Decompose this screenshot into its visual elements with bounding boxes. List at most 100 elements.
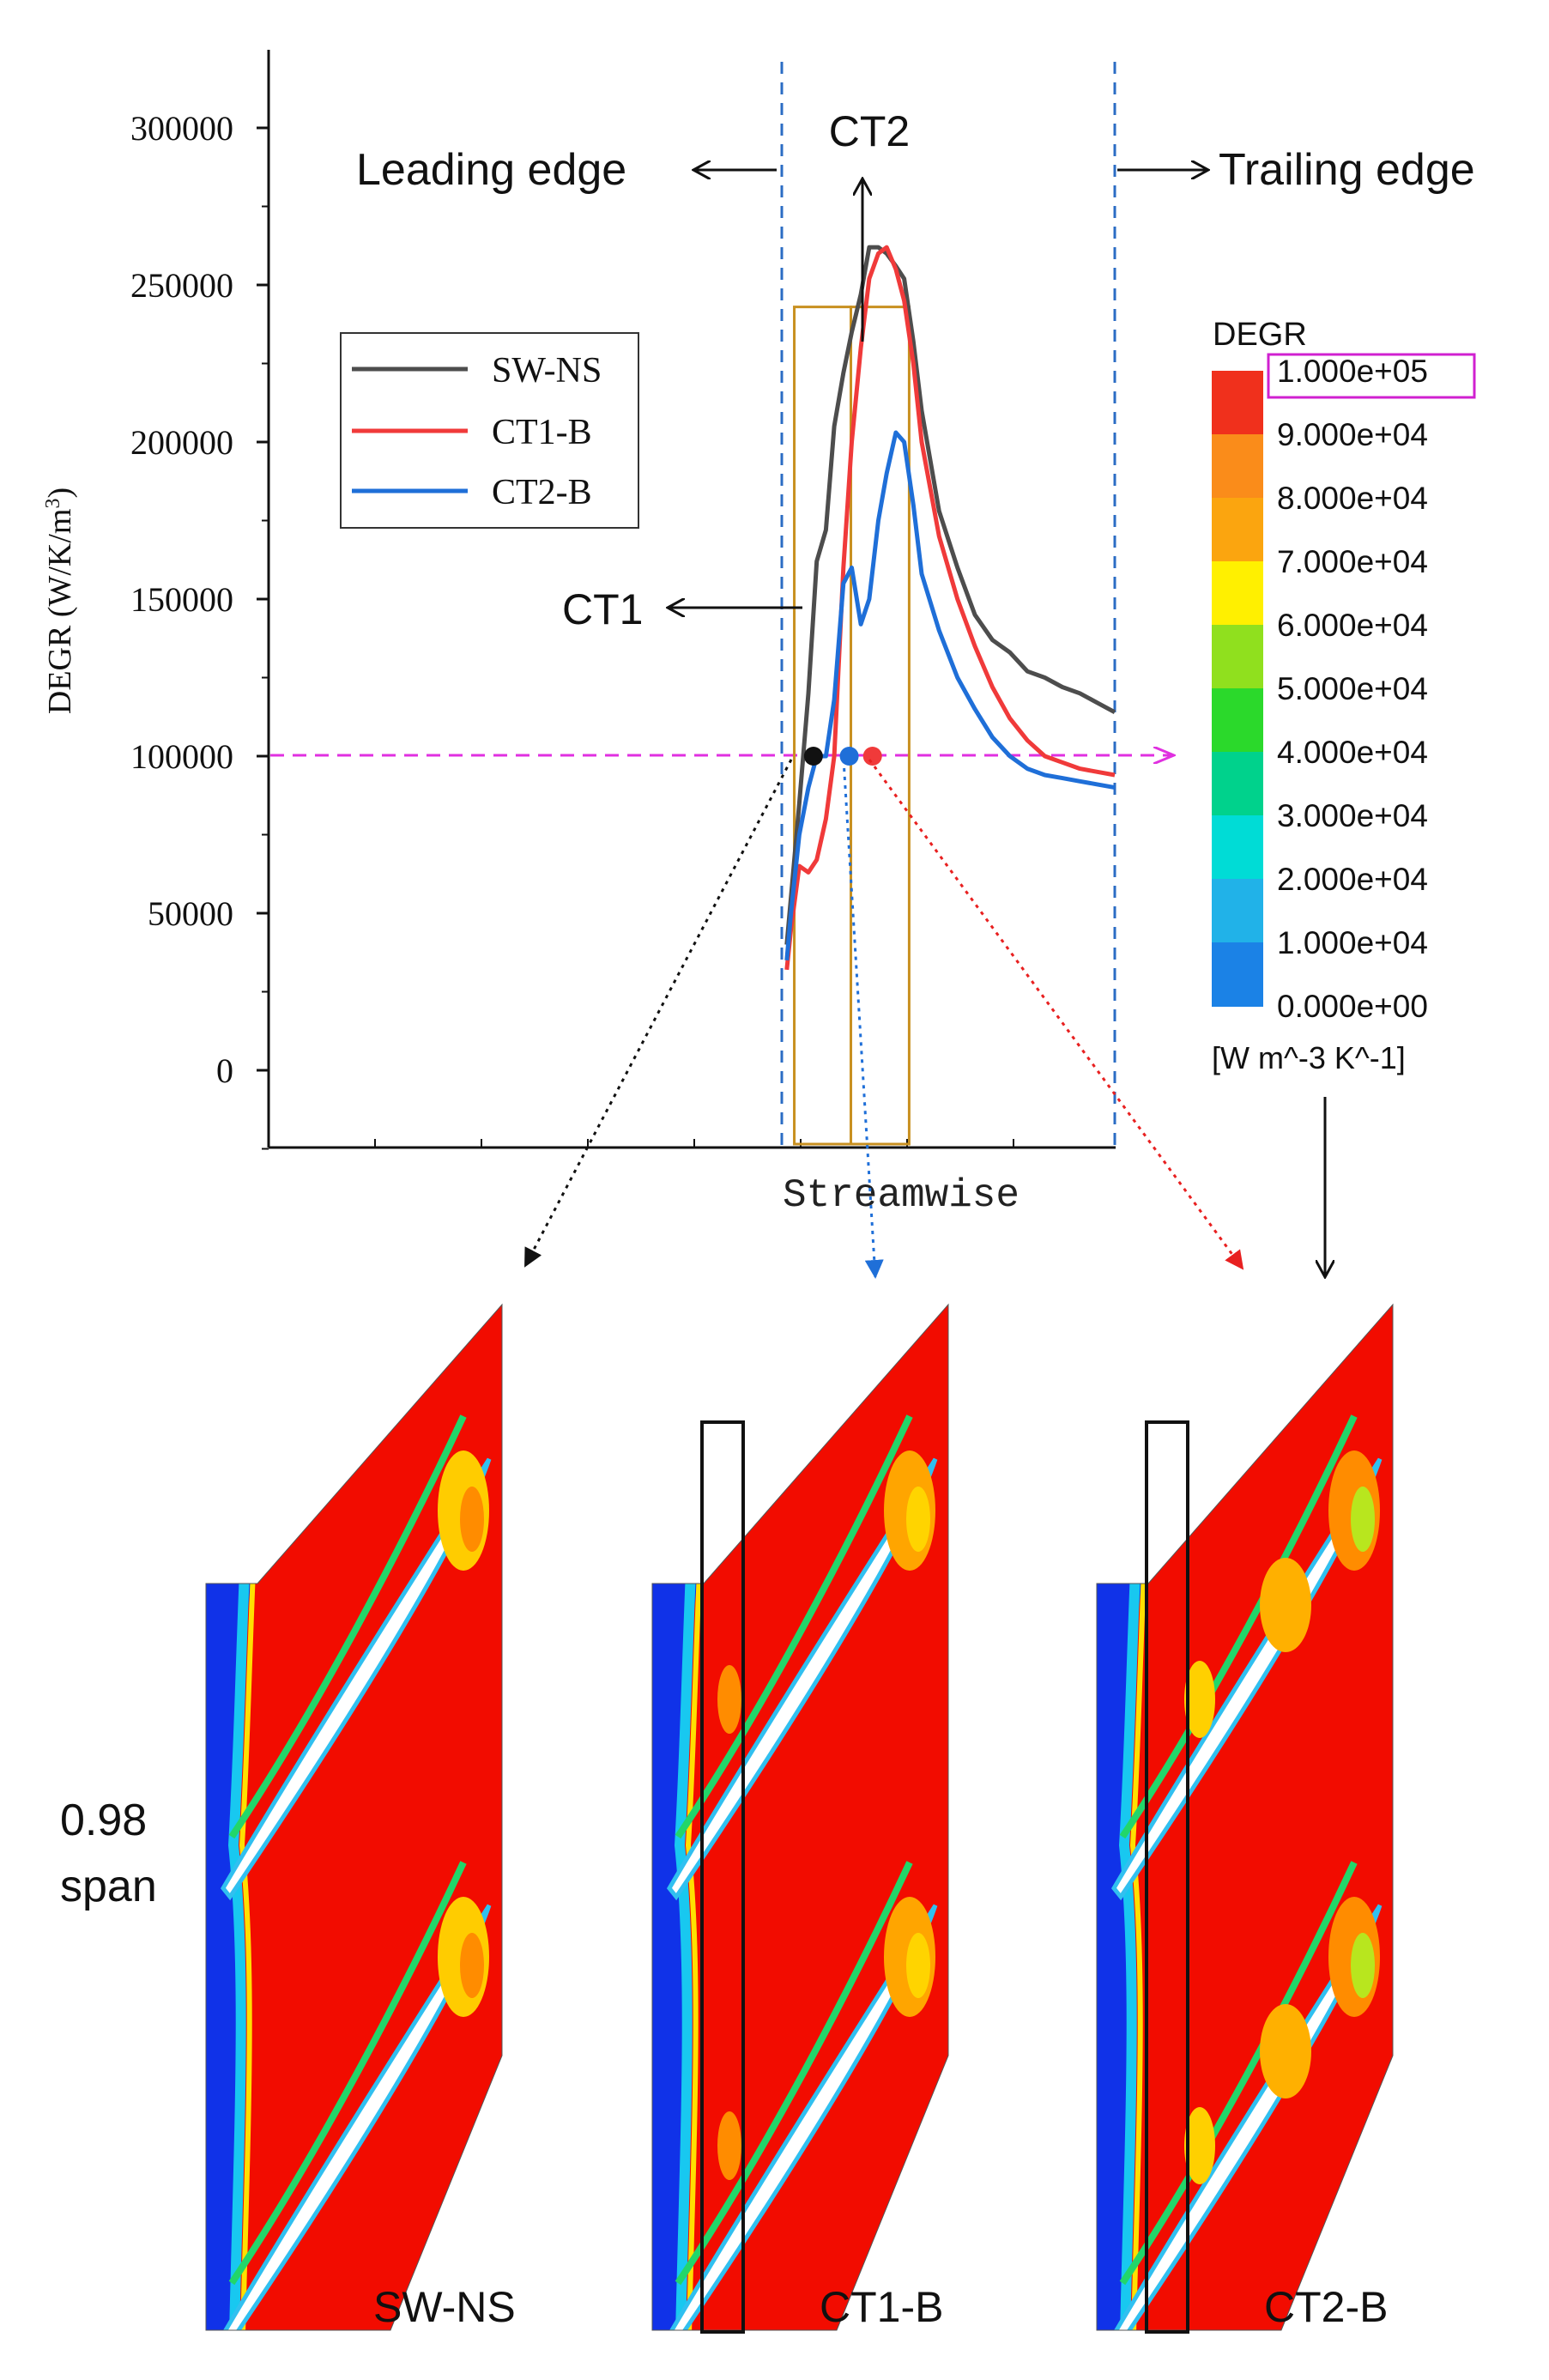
contour-highlight-box bbox=[1145, 1420, 1189, 2334]
colorbar-block bbox=[1212, 498, 1263, 562]
colorbar-label: 1.000e+04 bbox=[1277, 925, 1428, 960]
legend-label-ct2-b: CT2-B bbox=[492, 473, 592, 512]
colorbar-block bbox=[1212, 625, 1263, 689]
contour-wake-extra bbox=[1184, 1661, 1215, 1738]
blade bbox=[666, 1457, 938, 1901]
x-axis-label: Streamwise bbox=[783, 1173, 1020, 1218]
ct1-box bbox=[793, 306, 853, 1146]
colorbar-block bbox=[1212, 942, 1263, 1007]
contour-panel-sw-ns: SW-NS bbox=[205, 1303, 516, 2331]
colorbar-label: 9.000e+04 bbox=[1277, 417, 1428, 452]
contour-panel-label: CT1-B bbox=[820, 2283, 943, 2331]
series-line-ct2-b bbox=[784, 430, 1116, 961]
contour-band-green bbox=[1119, 1414, 1358, 1839]
colorbar-max-highlight bbox=[1267, 353, 1476, 399]
marker-sw-ns bbox=[803, 747, 823, 766]
contour-wake-extra bbox=[1260, 1558, 1311, 1652]
colorbar-label: 3.000e+04 bbox=[1277, 798, 1428, 833]
blade bbox=[666, 1904, 938, 2330]
colorbar-label: 6.000e+04 bbox=[1277, 608, 1428, 643]
colorbar-label: 0.000e+00 bbox=[1277, 989, 1428, 1024]
contour-wake-core bbox=[1351, 1487, 1375, 1552]
contour-wake-extra bbox=[717, 1665, 741, 1734]
legend-label-ct1-b: CT1-B bbox=[492, 413, 592, 452]
contour-band-green bbox=[1119, 1861, 1358, 2286]
legend: SW-NS CT1-B CT2-B bbox=[340, 332, 639, 529]
colorbar-labels: 1.000e+05 9.000e+04 8.000e+04 7.000e+04 6.00… bbox=[1277, 354, 1428, 1024]
colorbar-block bbox=[1212, 561, 1263, 626]
contour-wake-core bbox=[460, 1933, 484, 1998]
colorbar: DEGR 1.000e+05 9.000e+04 8.000e+04 7.000e+0… bbox=[1212, 317, 1476, 1277]
series-line-sw-ns bbox=[784, 245, 1116, 945]
colorbar-block bbox=[1212, 434, 1263, 499]
contour-wake-core bbox=[906, 1487, 930, 1552]
ct2-label: CT2 bbox=[829, 107, 910, 155]
contour-band-green bbox=[228, 1861, 467, 2286]
blade bbox=[1110, 1457, 1383, 1901]
ct2-box bbox=[850, 306, 911, 1146]
y-tick-label: 300000 bbox=[130, 109, 233, 148]
colorbar-block bbox=[1212, 815, 1263, 880]
contour-panel-ct2-b: CT2-B bbox=[1096, 1303, 1394, 2334]
contour-wake-extra bbox=[1184, 2107, 1215, 2184]
contour-outline bbox=[205, 1303, 503, 2331]
y-tick-label: 50000 bbox=[148, 894, 233, 933]
contour-wake-core bbox=[906, 1933, 930, 1998]
colorbar-unit: [W m^-3 K^-1] bbox=[1212, 1040, 1406, 1075]
colorbar-block bbox=[1212, 688, 1263, 753]
contour-wake-extra bbox=[1260, 2004, 1311, 2098]
colorbar-title: DEGR bbox=[1213, 317, 1307, 353]
colorbar-block bbox=[1212, 879, 1263, 943]
contour-wake-core bbox=[1351, 1933, 1375, 1998]
contour-wake-core bbox=[460, 1487, 484, 1552]
colorbar-block bbox=[1212, 752, 1263, 816]
connector-sw-ns bbox=[523, 759, 793, 1268]
y-axis-label-sup: 3 bbox=[42, 499, 64, 509]
contour-inlet-low bbox=[206, 1562, 253, 2330]
trailing-edge-label: Trailing edge bbox=[1219, 145, 1475, 195]
contour-band-green bbox=[675, 1414, 913, 1839]
y-tick-label: 100000 bbox=[130, 737, 233, 776]
contour-band-green bbox=[675, 1861, 913, 2286]
contour-wake-extra bbox=[717, 2111, 741, 2180]
blade bbox=[220, 1457, 492, 1901]
y-tick-label: 0 bbox=[216, 1051, 233, 1090]
colorbar-label: 2.000e+04 bbox=[1277, 862, 1428, 897]
span-value-label: 0.98 bbox=[60, 1796, 147, 1845]
contour-panel-ct1-b: CT1-B bbox=[651, 1303, 949, 2334]
colorbar-label: 7.000e+04 bbox=[1277, 544, 1428, 579]
blade bbox=[1110, 1904, 1383, 2330]
threshold-markers bbox=[803, 747, 882, 766]
leading-edge-label: Leading edge bbox=[356, 145, 626, 195]
contour-panels: SW-NS CT1-B CT2-B bbox=[205, 1303, 1394, 2334]
contour-panel-label: SW-NS bbox=[373, 2283, 516, 2331]
colorbar-label: 4.000e+04 bbox=[1277, 735, 1428, 770]
y-axis-ticks: 0 50000 100000 150000 200000 250000 300000 bbox=[130, 109, 269, 1150]
y-axis-label-main: DEGR (W/K/m bbox=[42, 509, 78, 715]
y-tick-label: 250000 bbox=[130, 266, 233, 305]
ct1-label: CT1 bbox=[562, 585, 643, 633]
colorbar-block bbox=[1212, 371, 1263, 435]
y-tick-label: 150000 bbox=[130, 580, 233, 619]
connector-ct1-b bbox=[868, 759, 1244, 1270]
degr-line-chart: 0 50000 100000 150000 200000 250000 300000 DEG… bbox=[42, 50, 1475, 1218]
colorbar-label: 5.000e+04 bbox=[1277, 671, 1428, 706]
contour-band-green bbox=[228, 1414, 467, 1839]
colorbar-blocks bbox=[1212, 371, 1263, 1007]
contour-inlet-low bbox=[652, 1562, 699, 2330]
series-line-ct1-b bbox=[784, 245, 1116, 971]
y-tick-label: 200000 bbox=[130, 423, 233, 462]
blade bbox=[220, 1904, 492, 2330]
colorbar-label: 1.000e+05 bbox=[1277, 354, 1428, 389]
colorbar-label: 8.000e+04 bbox=[1277, 481, 1428, 516]
marker-ct1-b bbox=[862, 747, 882, 766]
connector-ct2-b bbox=[842, 759, 884, 1279]
contour-highlight-box bbox=[700, 1420, 745, 2334]
y-axis-label: DEGR (W/K/m3) bbox=[42, 488, 78, 714]
y-axis-label-close: ) bbox=[42, 488, 78, 499]
contour-inlet-low bbox=[1097, 1562, 1144, 2330]
series-lines bbox=[784, 245, 1116, 971]
contour-panel-label: CT2-B bbox=[1264, 2283, 1388, 2331]
span-word-label: span bbox=[60, 1862, 157, 1911]
